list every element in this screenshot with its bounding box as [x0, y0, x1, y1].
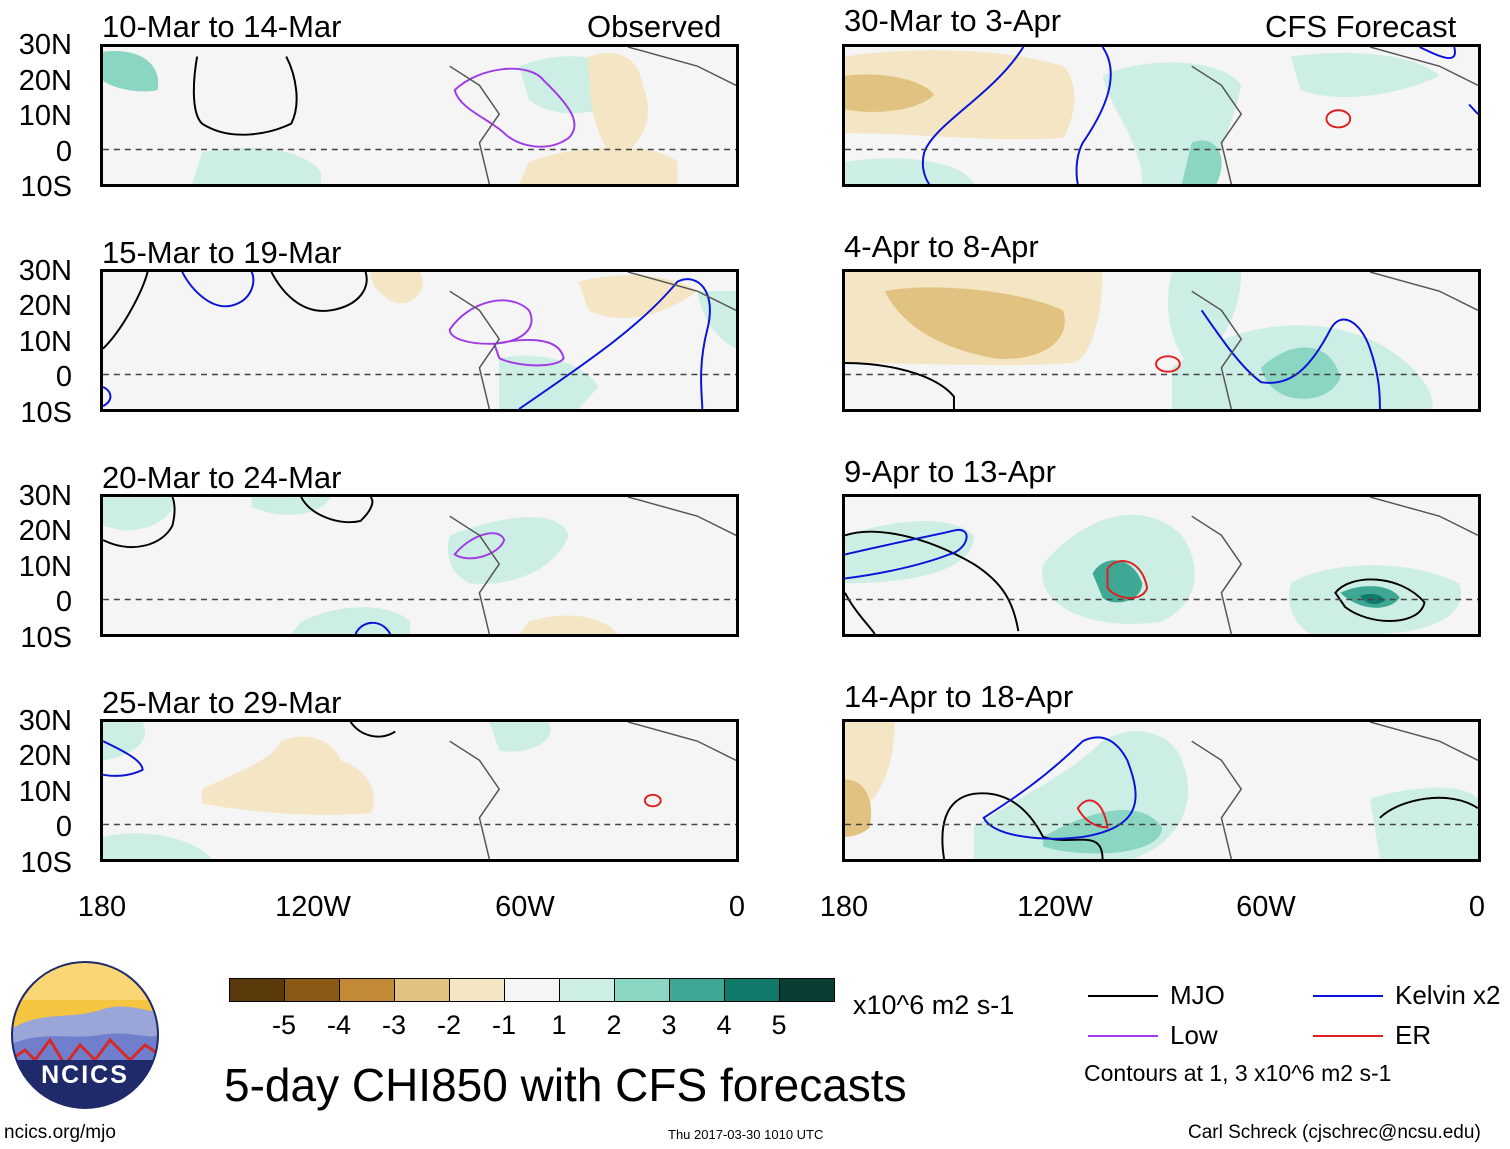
colorbar-swatch — [340, 979, 395, 1001]
lat-label: 30N — [18, 29, 72, 61]
colorbar-units: x10^6 m2 s-1 — [853, 990, 1015, 1020]
lat-label: 10S — [20, 847, 72, 879]
colorbar-tick: -5 — [271, 1010, 297, 1040]
legend-line-low — [1088, 1034, 1158, 1037]
lat-label: 0 — [55, 811, 72, 843]
colorbar-swatch — [725, 979, 780, 1001]
legend-label: Low — [1170, 1020, 1218, 1050]
panel-title: 14-Apr to 18-Apr — [844, 679, 1074, 714]
colorbar-swatch — [615, 979, 670, 1001]
lat-label: 10N — [18, 551, 72, 583]
lat-label: 30N — [18, 705, 72, 737]
lat-label: 0 — [55, 586, 72, 618]
colorbar-swatch — [230, 979, 285, 1001]
panel-title: 9-Apr to 13-Apr — [844, 454, 1056, 489]
lon-label: 60W — [1236, 891, 1296, 923]
footer-timestamp: Thu 2017-03-30 1010 UTC — [668, 1127, 824, 1142]
lat-label: 10N — [18, 326, 72, 358]
lat-label: 10S — [20, 171, 72, 203]
map-panel-forecast-4 — [842, 719, 1481, 862]
legend-kelvin: Kelvin x2 — [1313, 980, 1501, 1011]
panel-title: 25-Mar to 29-Mar — [102, 685, 342, 720]
legend-label: MJO — [1170, 980, 1225, 1010]
map-panel-forecast-1 — [842, 44, 1481, 187]
map-panel-forecast-3 — [842, 494, 1481, 637]
lat-label: 10S — [20, 397, 72, 429]
legend-er: ER — [1313, 1020, 1431, 1051]
legend-mjo: MJO — [1088, 980, 1225, 1011]
colorbar-tick: -1 — [491, 1010, 517, 1040]
map-panel-observed-1 — [100, 44, 739, 187]
footer-url[interactable]: ncics.org/mjo — [4, 1122, 116, 1143]
colorbar-tick: 2 — [606, 1010, 622, 1040]
lat-label: 0 — [55, 136, 72, 168]
lat-label: 20N — [18, 65, 72, 97]
colorbar-tick: 1 — [551, 1010, 567, 1040]
legend-line-mjo — [1088, 994, 1158, 997]
colorbar-tick: 5 — [771, 1010, 787, 1040]
lat-label: 20N — [18, 740, 72, 772]
lat-label: 10S — [20, 622, 72, 654]
colorbar-swatch — [670, 979, 725, 1001]
lat-label: 20N — [18, 515, 72, 547]
lon-label: 180 — [77, 891, 127, 923]
colorbar-swatch — [560, 979, 615, 1001]
map-panel-observed-2 — [100, 269, 739, 412]
lat-label: 30N — [18, 255, 72, 287]
cfs-forecast-label: CFS Forecast — [1265, 9, 1457, 44]
colorbar-swatch — [505, 979, 560, 1001]
lon-label: 0 — [728, 891, 746, 923]
footer-credit: Carl Schreck (cjschrec@ncsu.edu) — [1188, 1122, 1481, 1143]
colorbar — [229, 978, 835, 1002]
colorbar-swatch — [450, 979, 505, 1001]
legend-label: Kelvin x2 — [1395, 980, 1501, 1010]
panel-title: 20-Mar to 24-Mar — [102, 460, 342, 495]
colorbar-tick: -2 — [436, 1010, 462, 1040]
legend-line-kelvin — [1313, 994, 1383, 997]
colorbar-swatch — [780, 979, 834, 1001]
figure-title: 5-day CHI850 with CFS forecasts — [224, 1059, 907, 1111]
ncics-logo — [11, 961, 159, 1109]
colorbar-swatch — [285, 979, 340, 1001]
colorbar-swatch — [395, 979, 450, 1001]
lat-label: 30N — [18, 480, 72, 512]
logo-text: NCICS — [41, 1061, 129, 1089]
colorbar-tick: -4 — [326, 1010, 352, 1040]
legend-line-er — [1313, 1034, 1383, 1037]
lon-label: 180 — [819, 891, 869, 923]
contours-note: Contours at 1, 3 x10^6 m2 s-1 — [1084, 1060, 1392, 1086]
lon-label: 120W — [275, 891, 351, 923]
colorbar-tick: -3 — [381, 1010, 407, 1040]
map-panel-forecast-2 — [842, 269, 1481, 412]
map-panel-observed-4 — [100, 719, 739, 862]
lon-label: 60W — [495, 891, 555, 923]
lat-label: 0 — [55, 361, 72, 393]
map-panel-observed-3 — [100, 494, 739, 637]
colorbar-tick: 3 — [661, 1010, 677, 1040]
observed-label: Observed — [587, 9, 722, 44]
lon-label: 120W — [1017, 891, 1093, 923]
lon-label: 0 — [1468, 891, 1486, 923]
lat-label: 10N — [18, 100, 72, 132]
panel-title: 30-Mar to 3-Apr — [844, 3, 1062, 38]
panel-title: 10-Mar to 14-Mar — [102, 9, 342, 44]
panel-title: 15-Mar to 19-Mar — [102, 235, 342, 270]
legend-label: ER — [1395, 1020, 1432, 1050]
legend-low: Low — [1088, 1020, 1218, 1051]
panel-title: 4-Apr to 8-Apr — [844, 229, 1039, 264]
lat-label: 10N — [18, 776, 72, 808]
lat-label: 20N — [18, 290, 72, 322]
colorbar-tick: 4 — [716, 1010, 732, 1040]
